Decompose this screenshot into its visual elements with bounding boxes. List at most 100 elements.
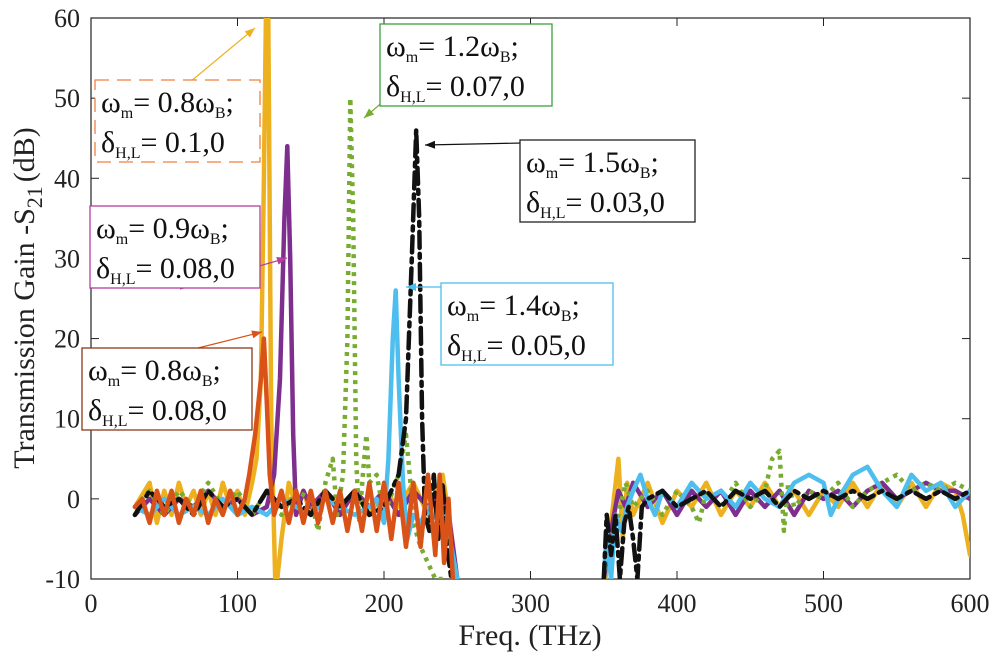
subscript-b: B [561,308,572,325]
y-tick-label: 30 [54,244,80,273]
semicolon: ; [651,146,659,179]
subscript-hl: H,L [102,413,127,430]
subscript-m: m [121,105,134,122]
omega-value: = 0.8ω [133,86,215,119]
annotation-frame [81,347,253,431]
subscript-m: m [108,373,121,390]
annotation-arrow [424,142,523,146]
y-axis-label: Transmission Gain -S21 (dB) [8,127,47,469]
subscript-m: m [546,165,559,182]
subscript-hl: H,L [110,271,135,288]
annotation-box: ωm= 1.2ωB; δH,L= 0.07,0 [363,23,553,119]
annotation-line2: δH,L= 0.07,0 [386,70,525,106]
annotation-box: ωm= 1.5ωB; δH,L= 0.03,0 [424,139,696,223]
semicolon: ; [511,30,519,63]
omega-symbol: ω [447,289,467,322]
series-line-0 [603,456,970,579]
annotation-arrowhead [276,256,287,265]
omega-value: = 1.5ω [558,146,640,179]
annotation-arrowhead [406,283,416,291]
delta-value: = 0.03,0 [565,186,664,219]
omega-value: = 0.9ω [128,212,210,245]
annotation-line2: δH,L= 0.08,0 [88,394,227,430]
subscript-b: B [500,49,511,66]
subscript-hl: H,L [115,145,140,162]
series-line-5 [132,336,456,579]
y-tick-label: 40 [54,164,80,193]
annotation-line1: ωm= 0.8ωB; [101,86,234,122]
x-tick-label: 0 [85,589,98,618]
omega-symbol: ω [386,30,406,63]
annotation-arrowhead [251,330,262,339]
x-tick-label: 300 [511,589,550,618]
annotation-line2: δH,L= 0.05,0 [447,329,586,365]
x-tick-label: 400 [658,589,697,618]
annotation-line1: ωm= 0.8ωB; [88,354,221,390]
y-tick-label: 60 [54,4,80,33]
delta-symbol: δ [88,394,102,427]
annotation-line1: ωm= 1.4ωB; [447,289,580,325]
annotation-arrowhead [244,28,255,38]
annotation-arrowhead [364,108,375,118]
annotation-frame [94,79,261,163]
x-tick-label: 200 [365,589,404,618]
subscript-b: B [215,105,226,122]
delta-value: = 0.07,0 [425,70,524,103]
semicolon: ; [221,212,229,245]
annotation-frame [440,282,614,366]
annotation-arrow [189,27,256,83]
x-tick-label: 500 [804,589,843,618]
subscript-b: B [210,231,221,248]
series-line-3 [601,464,970,579]
omega-value: = 1.2ω [418,30,500,63]
annotation-box: ωm= 0.8ωB; δH,L= 0.08,0 [81,330,263,431]
annotation-arrowhead [425,140,436,149]
x-axis-label: Freq. (THz) [458,619,601,652]
series-line-2 [133,95,443,579]
annotation-box: ωm= 0.9ωB; δH,L= 0.08,0 [89,205,288,290]
delta-symbol: δ [447,329,461,362]
y-tick-label: -10 [45,565,80,594]
semicolon: ; [226,86,234,119]
delta-symbol: δ [526,186,540,219]
y-tick-label: 10 [54,405,80,434]
subscript-m: m [406,49,419,66]
series-line-2 [601,448,970,579]
omega-symbol: ω [88,354,108,387]
y-tick-label: 20 [54,325,80,354]
subscript-hl: H,L [461,348,486,365]
omega-symbol: ω [526,146,546,179]
annotation-box: ωm= 1.4ωB; δH,L= 0.05,0 [406,282,614,366]
semicolon: ; [213,354,221,387]
omega-value: = 1.4ω [479,289,561,322]
omega-value: = 0.8ω [120,354,202,387]
delta-value: = 0.08,0 [135,252,234,285]
y-tick-label: 0 [67,485,80,514]
subscript-hl: H,L [400,89,425,106]
y-axis-label-unit: (dB) [8,127,41,182]
omega-symbol: ω [96,212,116,245]
omega-symbol: ω [101,86,121,119]
series-layer [132,18,970,579]
y-tick-labels: -10 0 10 20 30 40 50 60 [45,4,80,594]
annotation-layer: ωm= 0.8ωB;δH,L= 0.1,0ωm= 1.2ωB;δH,L= 0.0… [81,23,696,431]
subscript-hl: H,L [540,205,565,222]
delta-symbol: δ [386,70,400,103]
annotation-frame [519,139,696,223]
series-line-4 [132,127,454,579]
annotation-line2: δH,L= 0.1,0 [101,126,225,162]
subscript-m: m [467,308,480,325]
delta-symbol: δ [96,252,110,285]
annotation-line2: δH,L= 0.03,0 [526,186,665,222]
annotation-line1: ωm= 1.5ωB; [526,146,659,182]
annotation-frame [379,23,553,107]
annotation-frame [89,205,261,289]
y-axis-label-subscript: 21 [22,186,47,208]
delta-symbol: δ [101,126,115,159]
x-tick-label: 100 [218,589,257,618]
subscript-b: B [202,373,213,390]
annotation-line1: ωm= 0.9ωB; [96,212,229,248]
annotation-box: ωm= 0.8ωB;δH,L= 0.1,0 [94,27,261,163]
y-tick-label: 50 [54,84,80,113]
